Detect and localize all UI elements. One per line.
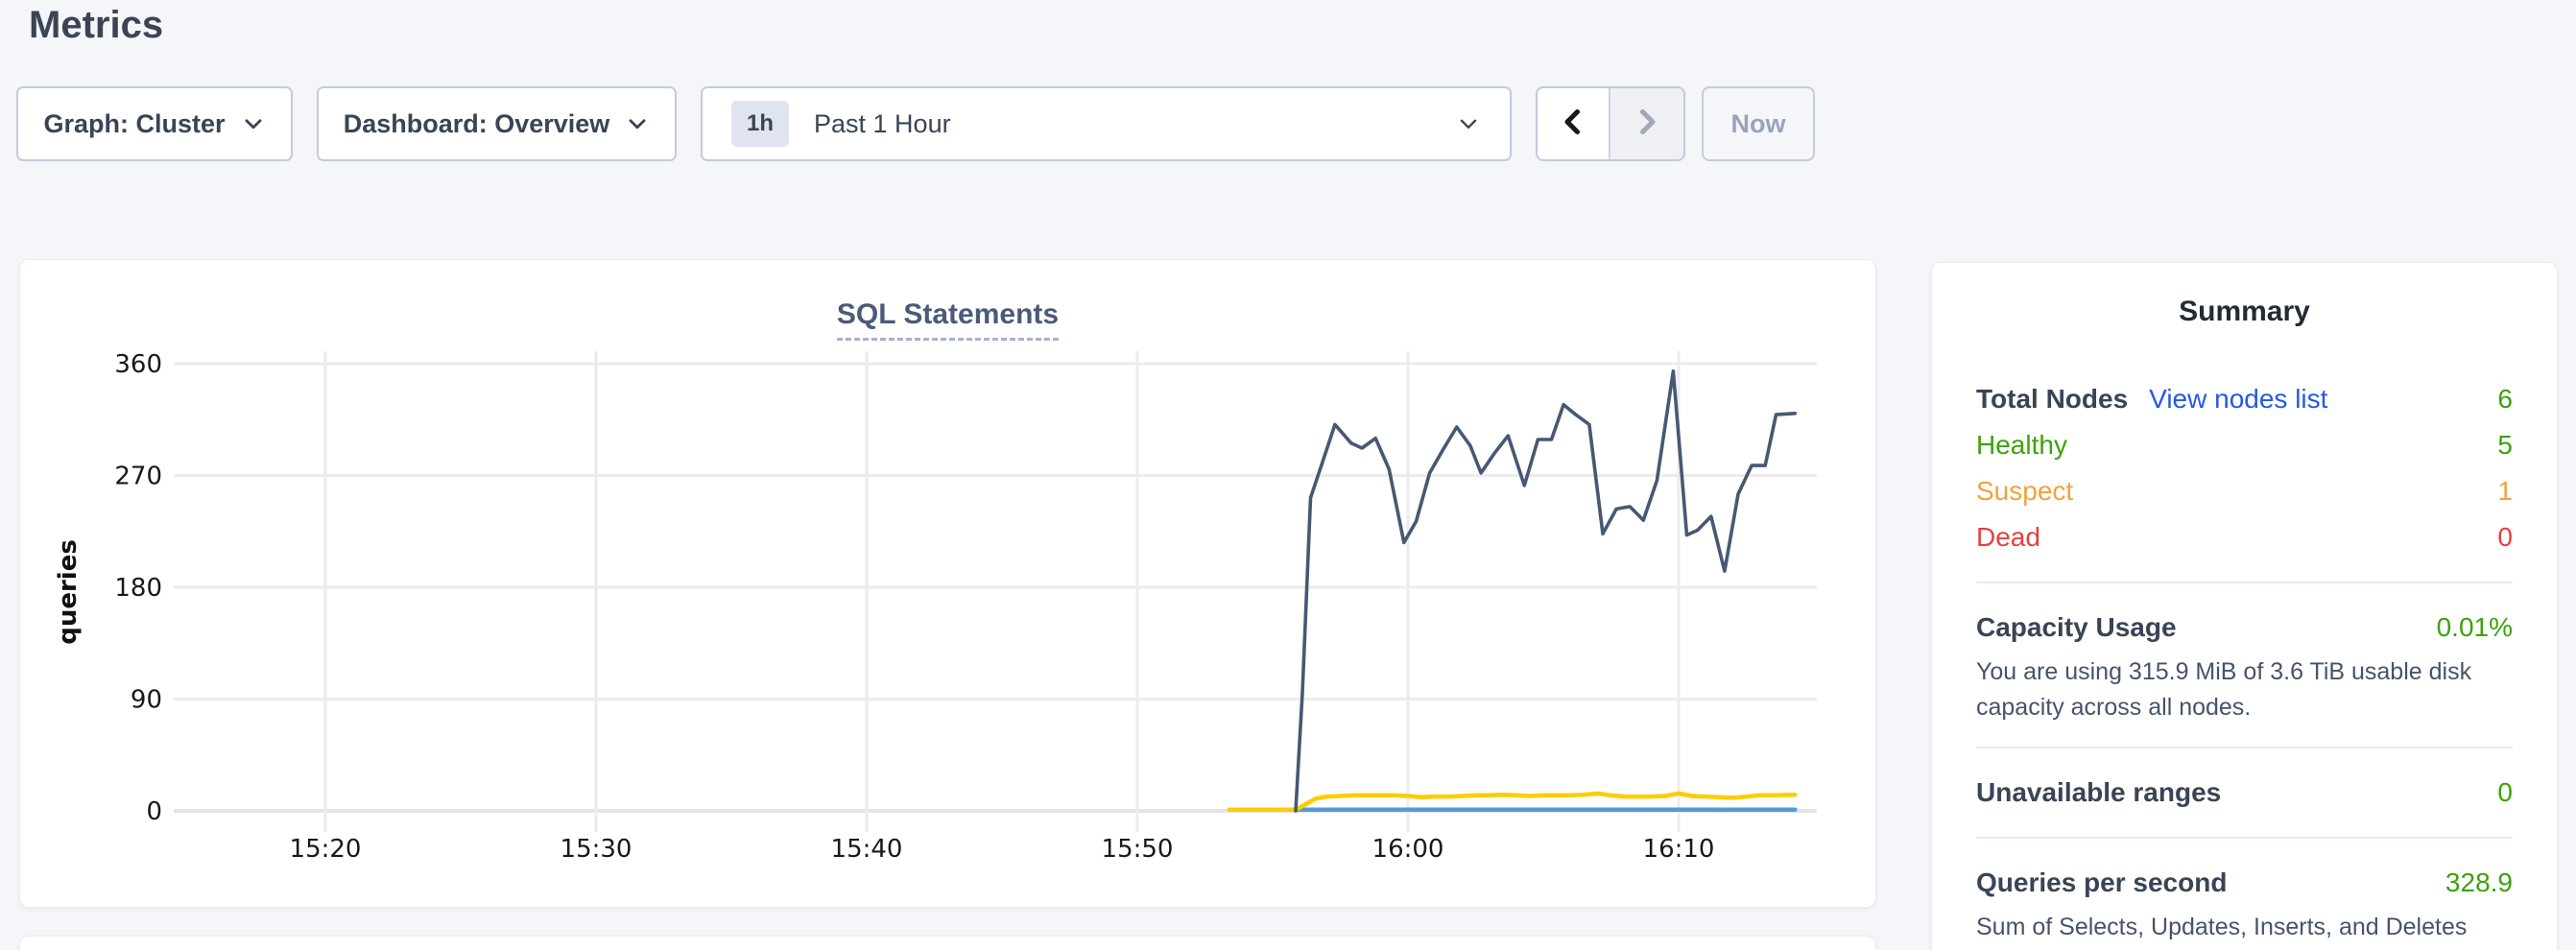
summary-panel: Summary Total Nodes View nodes list 6 He… xyxy=(1931,262,2558,950)
x-tick-label: 15:50 xyxy=(1102,835,1174,864)
queries-per-second-description: Sum of Selects, Updates, Inserts, and De… xyxy=(1976,914,2468,950)
queries-per-second-row: Queries per second 328.9 xyxy=(1976,860,2513,906)
series-dark-blue xyxy=(1294,369,1798,813)
unavailable-ranges-row: Unavailable ranges 0 xyxy=(1976,770,2513,816)
queries-per-second-label: Queries per second xyxy=(1976,867,2228,897)
capacity-usage-label: Capacity Usage xyxy=(1976,612,2177,642)
chevron-left-icon xyxy=(1556,105,1590,144)
chevron-down-icon xyxy=(241,111,266,136)
node-status-row-suspect: Suspect 1 xyxy=(1976,468,2513,514)
x-tick-label: 16:10 xyxy=(1643,835,1715,864)
y-tick-label: 270 xyxy=(114,463,162,491)
node-status-row-healthy: Healthy 5 xyxy=(1976,422,2513,468)
capacity-usage-row: Capacity Usage 0.01% xyxy=(1976,605,2513,651)
unavailable-ranges-value: 0 xyxy=(2497,777,2513,807)
next-chart-card-partial xyxy=(19,936,1876,950)
total-nodes-label: Total Nodes xyxy=(1976,384,2129,414)
healthy-value: 5 xyxy=(2497,430,2513,460)
capacity-usage-value: 0.01% xyxy=(2436,612,2513,642)
time-range-badge: 1h xyxy=(731,101,790,147)
now-button[interactable]: Now xyxy=(1702,86,1815,161)
y-tick-label: 360 xyxy=(114,350,162,379)
suspect-value: 1 xyxy=(2497,476,2513,506)
page-title: Metrics xyxy=(29,4,164,46)
time-shift-button-group xyxy=(1536,86,1685,161)
chevron-down-icon xyxy=(625,111,650,136)
dead-label: Dead xyxy=(1976,522,2040,552)
view-nodes-list-link[interactable]: View nodes list xyxy=(2149,384,2328,414)
capacity-usage-description: You are using 315.9 MiB of 3.6 TiB usabl… xyxy=(1976,658,2472,721)
y-tick-label: 180 xyxy=(114,574,162,603)
next-range-button[interactable] xyxy=(1610,88,1683,159)
x-tick-label: 15:30 xyxy=(561,835,632,864)
y-tick-label: 90 xyxy=(131,686,162,715)
dashboard-dropdown-label: Dashboard: Overview xyxy=(343,108,610,138)
time-range-label: Past 1 Hour xyxy=(814,108,951,138)
graph-dropdown-label: Graph: Cluster xyxy=(43,108,226,138)
chart-title[interactable]: SQL Statements xyxy=(836,298,1060,341)
divider xyxy=(1976,747,2513,748)
x-tick-label: 15:40 xyxy=(831,835,903,864)
summary-title: Summary xyxy=(2179,296,2310,327)
y-axis-title: queries xyxy=(54,539,83,645)
previous-range-button[interactable] xyxy=(1538,88,1610,159)
x-tick-label: 15:20 xyxy=(290,835,362,864)
graph-dropdown[interactable]: Graph: Cluster xyxy=(16,86,293,161)
dead-value: 0 xyxy=(2497,522,2513,552)
sql-statements-plot[interactable]: queries 360 270 180 90 0 15:20 15:30 15:40 15:50… xyxy=(20,260,1877,909)
time-range-selector[interactable]: 1h Past 1 Hour xyxy=(701,86,1512,161)
divider xyxy=(1976,582,2513,583)
chevron-down-icon xyxy=(1456,111,1481,136)
x-tick-label: 16:00 xyxy=(1372,835,1444,864)
total-nodes-row: Total Nodes View nodes list 6 xyxy=(1976,376,2513,422)
series-yellow xyxy=(1227,791,1798,812)
sql-statements-chart-card: queries 360 270 180 90 0 15:20 15:30 15:40 15:50… xyxy=(19,259,1876,908)
suspect-label: Suspect xyxy=(1976,476,2074,506)
chevron-right-icon xyxy=(1630,105,1664,144)
unavailable-ranges-label: Unavailable ranges xyxy=(1976,777,2222,807)
healthy-label: Healthy xyxy=(1976,430,2067,460)
queries-per-second-value: 328.9 xyxy=(2445,867,2513,897)
y-tick-label: 0 xyxy=(146,797,162,826)
divider xyxy=(1976,837,2513,839)
total-nodes-value: 6 xyxy=(2497,384,2513,414)
node-status-row-dead: Dead 0 xyxy=(1976,514,2513,560)
dashboard-dropdown[interactable]: Dashboard: Overview xyxy=(317,86,677,161)
